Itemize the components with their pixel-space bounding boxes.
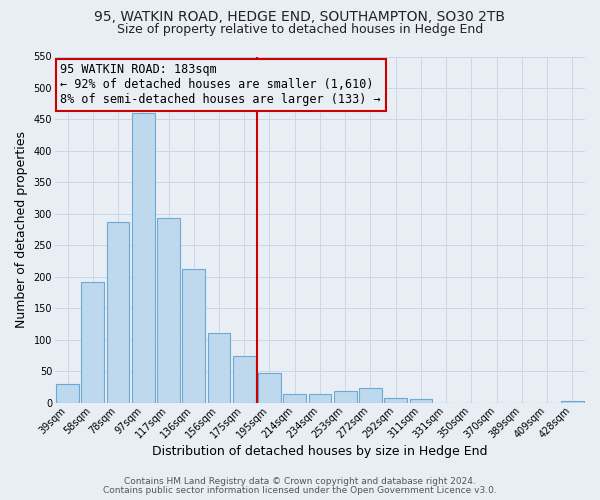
Bar <box>334 391 356 402</box>
Text: 95, WATKIN ROAD, HEDGE END, SOUTHAMPTON, SO30 2TB: 95, WATKIN ROAD, HEDGE END, SOUTHAMPTON,… <box>95 10 505 24</box>
Text: Size of property relative to detached houses in Hedge End: Size of property relative to detached ho… <box>117 22 483 36</box>
Y-axis label: Number of detached properties: Number of detached properties <box>15 131 28 328</box>
Bar <box>410 400 432 402</box>
Bar <box>561 400 584 402</box>
Bar <box>308 394 331 402</box>
Bar <box>157 218 180 402</box>
Bar <box>208 334 230 402</box>
Bar <box>132 113 155 403</box>
X-axis label: Distribution of detached houses by size in Hedge End: Distribution of detached houses by size … <box>152 444 488 458</box>
Bar <box>182 268 205 402</box>
Text: Contains public sector information licensed under the Open Government Licence v3: Contains public sector information licen… <box>103 486 497 495</box>
Bar <box>82 282 104 403</box>
Bar <box>56 384 79 402</box>
Bar <box>359 388 382 402</box>
Bar <box>283 394 306 402</box>
Bar <box>385 398 407 402</box>
Bar <box>258 373 281 402</box>
Bar <box>107 222 130 402</box>
Bar <box>233 356 256 403</box>
Text: 95 WATKIN ROAD: 183sqm
← 92% of detached houses are smaller (1,610)
8% of semi-d: 95 WATKIN ROAD: 183sqm ← 92% of detached… <box>60 64 381 106</box>
Text: Contains HM Land Registry data © Crown copyright and database right 2024.: Contains HM Land Registry data © Crown c… <box>124 477 476 486</box>
